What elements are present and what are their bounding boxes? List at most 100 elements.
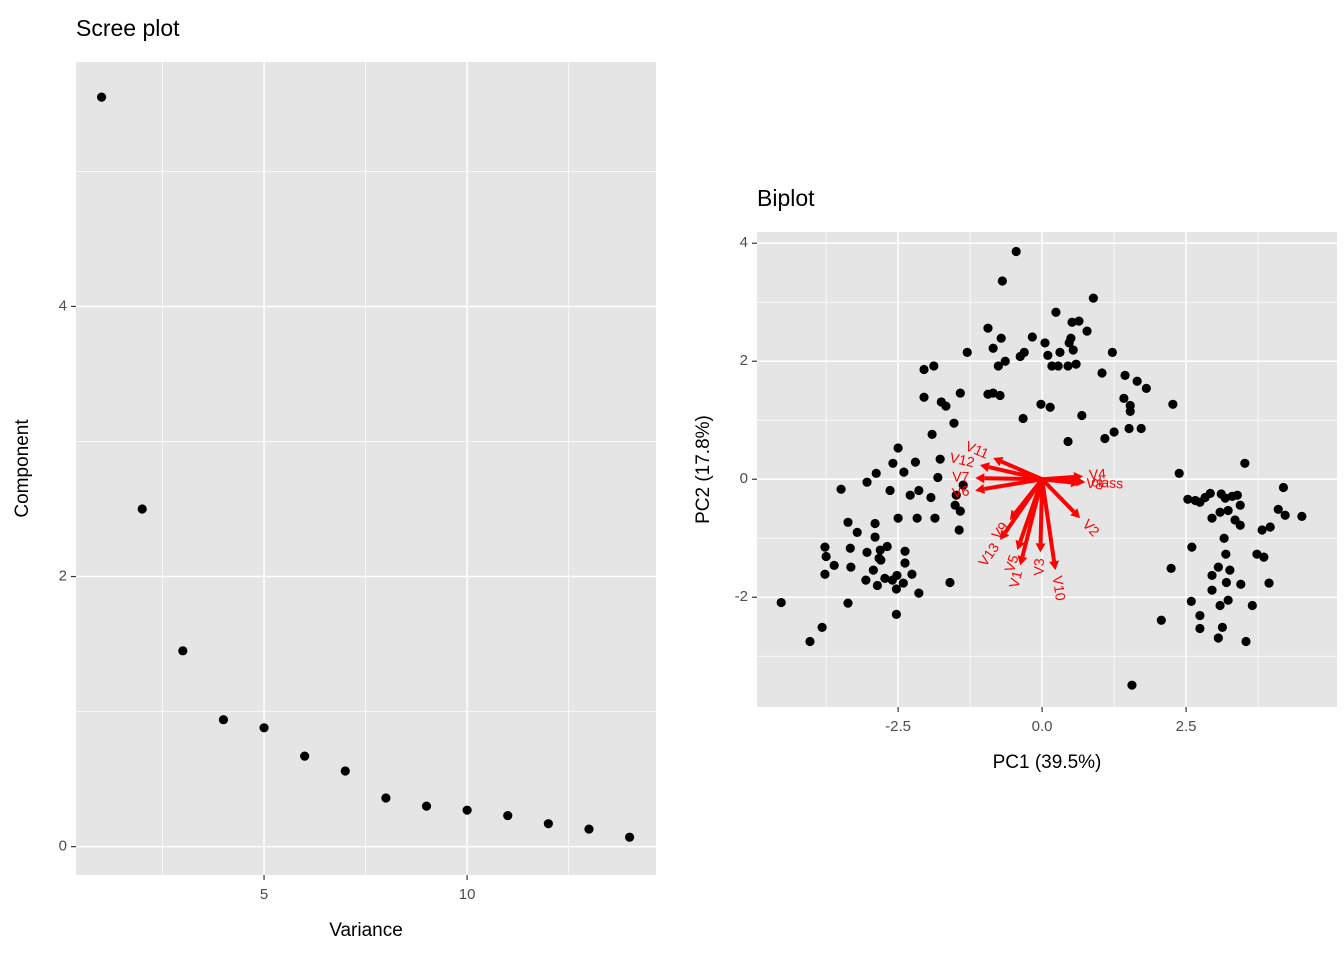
point: [1100, 433, 1110, 444]
arrow-head: [1073, 471, 1083, 482]
point: [821, 551, 831, 562]
point: [919, 364, 929, 375]
point: [820, 569, 830, 579]
point: [914, 485, 924, 496]
point: [1215, 600, 1225, 611]
point: [1132, 376, 1142, 386]
arrow-shaft: [1040, 478, 1057, 562]
arrow-label: V1: [1006, 569, 1026, 590]
point: [1053, 361, 1063, 371]
point: [1247, 600, 1257, 611]
arrow-shaft: [1003, 478, 1044, 534]
arrow-head: [1075, 476, 1086, 487]
point: [1168, 399, 1178, 409]
point: [1067, 317, 1077, 327]
y-tick-label: 4: [740, 234, 748, 251]
point: [1047, 361, 1057, 371]
point: [900, 558, 910, 568]
point: [218, 715, 229, 725]
point: [900, 546, 910, 556]
point: [862, 477, 872, 487]
point: [929, 361, 939, 371]
arrow-head: [1009, 509, 1020, 520]
point: [905, 490, 915, 500]
point: [995, 390, 1005, 401]
point: [1174, 468, 1184, 478]
point: [950, 500, 960, 510]
arrow-label: V12: [948, 449, 976, 470]
point: [1257, 525, 1267, 535]
arrow-head: [1015, 539, 1026, 551]
point: [1036, 399, 1046, 409]
y-tick-label: 2: [59, 568, 67, 585]
y-tick-label: 2: [740, 352, 748, 369]
point: [1207, 585, 1217, 595]
point: [1063, 361, 1073, 371]
point: [893, 443, 903, 453]
point: [829, 560, 839, 570]
point: [910, 457, 920, 467]
arrow-label: V3: [1031, 558, 1047, 576]
arrow-head: [1000, 529, 1010, 541]
arrow-label: V10: [1050, 575, 1069, 602]
point: [1207, 513, 1217, 523]
point: [933, 472, 943, 483]
point: [1215, 507, 1225, 517]
arrow-label: class: [1091, 473, 1124, 491]
point: [919, 392, 929, 402]
point: [1195, 623, 1205, 634]
panel-background: [76, 62, 656, 875]
point: [805, 636, 815, 647]
point: [899, 467, 909, 477]
point: [927, 429, 937, 439]
point: [1063, 436, 1073, 447]
point: [1045, 402, 1055, 412]
arrow-head: [1035, 543, 1046, 553]
point: [846, 562, 856, 572]
point: [1297, 511, 1307, 522]
point: [1136, 423, 1146, 434]
panel-background: [757, 232, 1337, 707]
point: [1240, 458, 1250, 468]
point: [988, 343, 998, 353]
point: [776, 597, 786, 608]
point: [96, 92, 107, 102]
point: [1141, 383, 1151, 393]
point: [983, 323, 993, 333]
point: [907, 569, 917, 579]
point: [926, 492, 936, 503]
point: [1219, 533, 1229, 543]
arrow-shaft: [1018, 478, 1044, 543]
point: [898, 578, 908, 588]
arrow-head: [993, 456, 1004, 467]
arrow-label: V6: [951, 482, 971, 501]
x-tick-label: 2.5: [1176, 718, 1197, 735]
point: [1125, 406, 1135, 416]
point: [1273, 504, 1283, 514]
x-axis-title: PC1 (39.5%): [993, 752, 1102, 773]
point: [1051, 307, 1061, 317]
x-tick-label: -2.5: [885, 718, 911, 735]
point: [1068, 345, 1078, 355]
point: [996, 333, 1006, 343]
point: [885, 485, 895, 496]
point: [1097, 368, 1107, 378]
y-tick-label: 0: [740, 470, 748, 487]
point: [1109, 427, 1119, 437]
point: [958, 480, 968, 490]
point: [1252, 549, 1262, 559]
point: [1186, 596, 1196, 606]
point: [845, 543, 855, 553]
y-tick-label: -2: [735, 588, 748, 605]
point: [1156, 615, 1166, 625]
point: [1235, 520, 1245, 530]
arrow-head: [979, 462, 990, 472]
point: [462, 805, 472, 815]
point: [1232, 490, 1242, 500]
point: [1259, 552, 1269, 562]
point: [836, 484, 846, 494]
x-tick-label: 0.0: [1032, 718, 1053, 735]
point: [882, 541, 892, 552]
point: [843, 517, 853, 527]
point: [1071, 359, 1081, 369]
